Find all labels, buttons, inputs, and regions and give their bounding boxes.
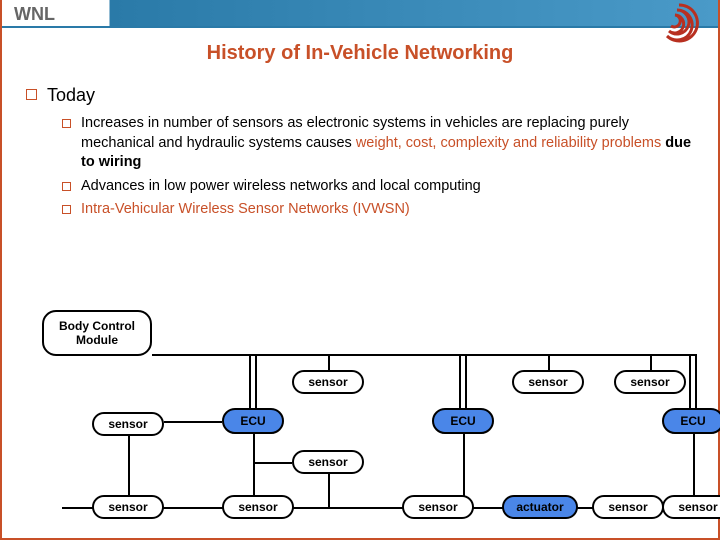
connection-line [164, 421, 222, 423]
connection-line [328, 474, 330, 507]
connection-line [328, 354, 330, 370]
sensor-node: sensor [662, 495, 720, 519]
bullet-icon [62, 205, 71, 214]
connection-line [253, 462, 292, 464]
slide-title: History of In-Vehicle Networking [2, 42, 718, 65]
logo-text: WNL [14, 4, 55, 25]
sensor-node: sensor [92, 412, 164, 436]
sub-bullet-text: Intra-Vehicular Wireless Sensor Networks… [81, 200, 410, 220]
main-bullet-text: Today [47, 85, 95, 106]
sensor-node: sensor [614, 370, 686, 394]
sub-bullet: Advances in low power wireless networks … [62, 177, 694, 197]
ecu-node: ECU [662, 408, 720, 434]
main-bullet: Today [26, 85, 694, 106]
double-connection-line [249, 354, 257, 408]
sub-bullet-text: Increases in number of sensors as electr… [81, 114, 694, 173]
double-connection-line [689, 354, 697, 408]
double-connection-line [459, 354, 467, 408]
actuator-node: actuator [502, 495, 578, 519]
network-diagram: Body ControlModuleECUECUECUsensorsensors… [2, 300, 720, 538]
content-area: Today Increases in number of sensors as … [2, 65, 718, 220]
sub-bullet: Increases in number of sensors as electr… [62, 114, 694, 173]
sensor-node: sensor [292, 370, 364, 394]
sensor-node: sensor [402, 495, 474, 519]
header-bar: WNL [2, 0, 718, 28]
bullet-icon [26, 89, 37, 100]
body-control-module-node: Body ControlModule [42, 310, 152, 356]
bullet-icon [62, 182, 71, 191]
bullet-icon [62, 119, 71, 128]
sub-bullet: Intra-Vehicular Wireless Sensor Networks… [62, 200, 694, 220]
sub-bullet-text: Advances in low power wireless networks … [81, 177, 481, 197]
sensor-node: sensor [222, 495, 294, 519]
ecu-node: ECU [222, 408, 284, 434]
sensor-node: sensor [592, 495, 664, 519]
connection-line [650, 354, 652, 370]
connection-line [152, 354, 697, 356]
sensor-node: sensor [92, 495, 164, 519]
sensor-node: sensor [292, 450, 364, 474]
connection-line [548, 354, 550, 370]
spiral-logo-icon [658, 2, 700, 44]
sub-bullet-list: Increases in number of sensors as electr… [62, 114, 694, 220]
sensor-node: sensor [512, 370, 584, 394]
ecu-node: ECU [432, 408, 494, 434]
